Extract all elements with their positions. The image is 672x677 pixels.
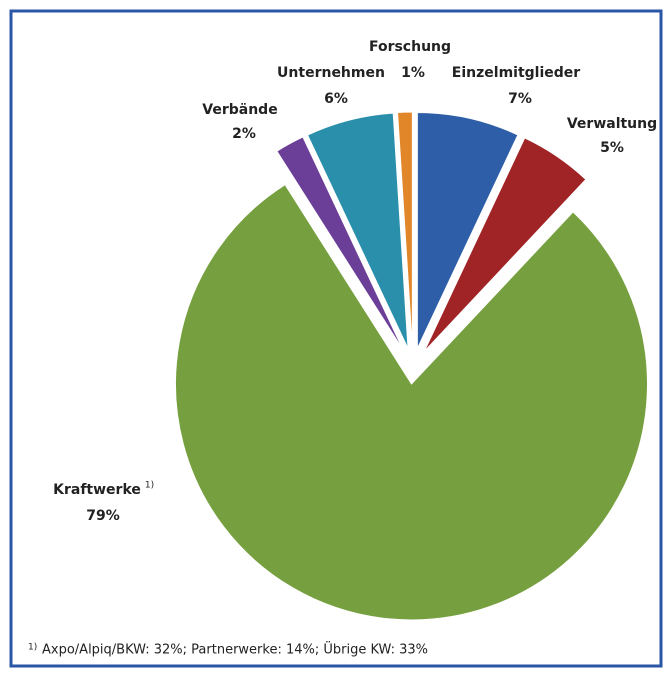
slice	[175, 183, 648, 621]
slice-label: Kraftwerke	[53, 482, 141, 498]
slice-label: Unternehmen	[277, 65, 385, 81]
value-label: 2%	[232, 126, 256, 142]
value-label: 5%	[600, 140, 624, 156]
value-label: 1%	[401, 65, 425, 81]
label-note: 1)	[145, 481, 154, 491]
value-label: 79%	[86, 508, 120, 524]
slice	[276, 136, 404, 351]
value-label: 7%	[508, 91, 532, 107]
value-label: 6%	[324, 91, 348, 107]
slice	[423, 137, 587, 352]
slice	[397, 111, 413, 349]
slice	[416, 111, 519, 349]
footnote-marker: 1)	[28, 643, 37, 653]
slice-label: Verwaltung	[567, 116, 657, 132]
slice-label: Forschung	[369, 39, 451, 55]
footnote: Axpo/Alpiq/BKW: 32%; Partnerwerke: 14%; …	[42, 641, 428, 658]
slice-label: Einzelmitglieder	[452, 65, 580, 81]
slice-label: Verbände	[202, 102, 277, 118]
pie	[175, 111, 648, 621]
slice	[306, 112, 409, 349]
